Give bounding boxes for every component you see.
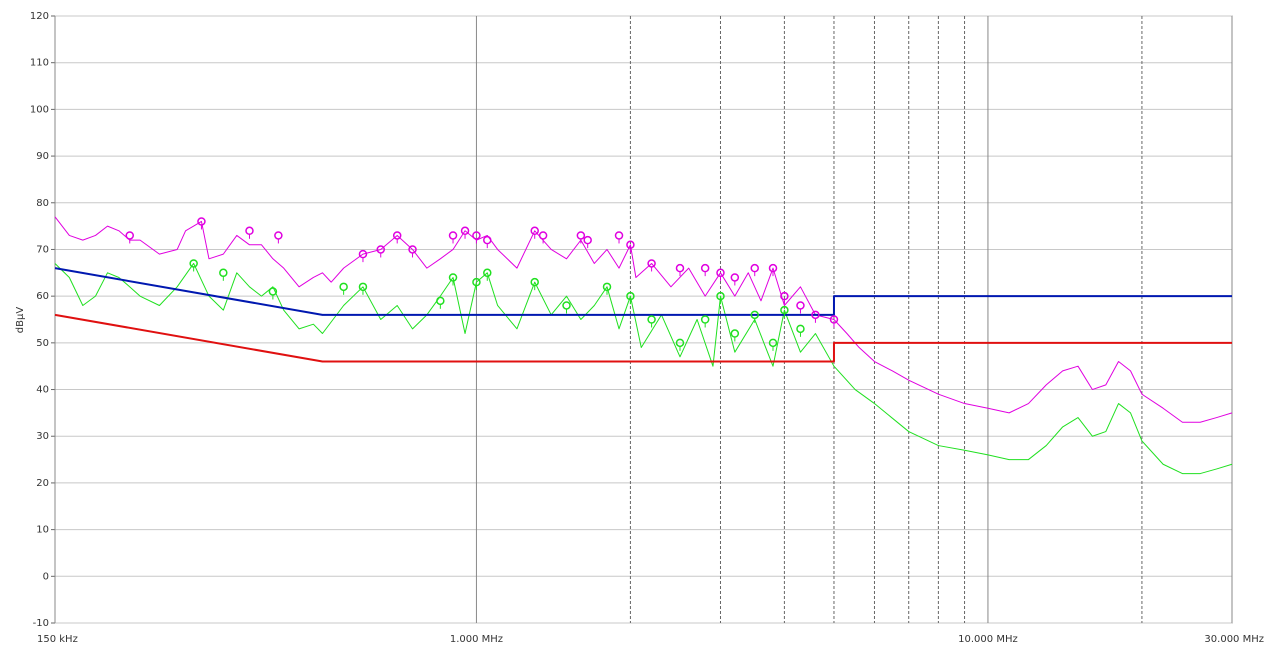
peak-marker xyxy=(562,301,571,310)
peak-marker xyxy=(189,259,198,268)
trace xyxy=(54,267,1232,316)
x-tick-label: 1.000 MHz xyxy=(450,634,503,645)
y-tick-label: 50 xyxy=(36,338,49,349)
peak-marker xyxy=(268,287,278,296)
y-tick-label: 80 xyxy=(36,198,49,209)
x-tick-label: 10.000 MHz xyxy=(958,634,1018,645)
peak-marker xyxy=(448,231,458,240)
y-tick-label: 60 xyxy=(36,291,49,302)
x-tick-label: 30.000 MHz xyxy=(1204,634,1264,645)
peak-marker xyxy=(339,282,348,292)
peak-marker xyxy=(716,291,725,301)
peak-marker xyxy=(750,263,759,273)
peak-marker xyxy=(376,245,385,254)
y-tick-label: 10 xyxy=(36,525,49,536)
peak-marker xyxy=(780,291,789,301)
peak-marker xyxy=(483,235,492,245)
peak-marker xyxy=(675,338,685,348)
y-axis-label: dBµV xyxy=(15,307,26,334)
y-tick-label: 110 xyxy=(30,58,49,69)
x-tick-label: 150 kHz xyxy=(37,634,78,645)
trace xyxy=(54,313,1232,363)
peak-marker xyxy=(796,301,805,310)
peak-marker xyxy=(448,273,458,282)
y-tick-label: 70 xyxy=(36,244,49,255)
peak-marker xyxy=(358,282,368,292)
peak-marker xyxy=(811,310,820,320)
peak-marker xyxy=(829,315,839,324)
peak-marker xyxy=(614,231,624,240)
peak-marker xyxy=(768,263,778,273)
peak-marker xyxy=(358,249,368,259)
peak-marker xyxy=(483,268,492,278)
peak-marker xyxy=(602,282,612,292)
peak-marker xyxy=(768,338,778,348)
peak-marker xyxy=(436,296,445,306)
peak-marker xyxy=(472,277,481,287)
peak-marker xyxy=(538,231,548,240)
peak-marker xyxy=(780,305,789,315)
peak-marker xyxy=(700,315,710,324)
peak-marker xyxy=(675,263,685,273)
peak-marker xyxy=(125,231,134,240)
y-tick-label: 120 xyxy=(30,11,49,22)
peak-marker xyxy=(583,235,592,245)
peak-marker xyxy=(796,324,805,334)
peak-marker xyxy=(408,245,417,254)
peak-marker xyxy=(626,291,635,301)
plot-frame xyxy=(54,15,1233,624)
y-tick-label: 40 xyxy=(36,385,49,396)
peak-marker xyxy=(197,217,206,226)
peak-marker xyxy=(750,310,759,320)
peak-marker xyxy=(392,231,402,240)
peak-marker xyxy=(730,273,740,282)
peak-marker xyxy=(730,329,740,338)
y-tick-label: -10 xyxy=(33,618,49,629)
y-tick-label: 30 xyxy=(36,431,49,442)
peak-marker xyxy=(460,226,470,236)
y-tick-label: 0 xyxy=(43,571,49,582)
peak-marker xyxy=(530,226,539,236)
peak-marker xyxy=(647,259,656,268)
peak-marker xyxy=(245,226,254,236)
y-tick-label: 100 xyxy=(30,104,49,115)
peak-marker xyxy=(626,240,635,250)
peak-marker xyxy=(576,231,586,240)
peak-marker xyxy=(647,315,656,324)
trace xyxy=(54,216,1233,423)
peak-marker xyxy=(274,231,283,240)
peak-marker xyxy=(716,268,725,278)
peak-marker xyxy=(700,263,710,273)
peak-marker xyxy=(530,277,539,287)
peak-marker xyxy=(472,231,481,240)
y-tick-label: 90 xyxy=(36,151,49,162)
peak-marker xyxy=(219,268,228,278)
trace xyxy=(54,262,1233,475)
y-tick-label: 20 xyxy=(36,478,49,489)
